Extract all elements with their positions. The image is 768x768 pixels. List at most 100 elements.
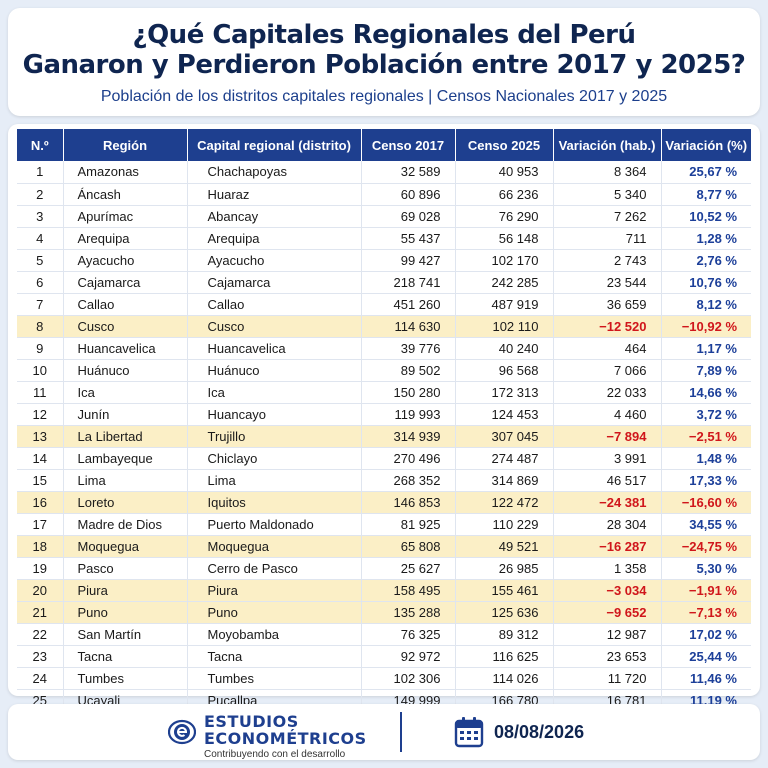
- variation-hab-cell: 23 653: [553, 645, 662, 668]
- row-number: 13: [17, 425, 64, 448]
- row-number: 4: [17, 227, 64, 250]
- region-cell: Huánuco: [63, 359, 188, 382]
- variation-pct-cell: 10,52 %: [661, 205, 751, 228]
- variation-pct-cell: −2,51 %: [661, 425, 751, 448]
- column-header-number: N.º: [17, 129, 64, 161]
- census-2017-cell: 146 853: [361, 491, 456, 514]
- capital-cell: Trujillo: [187, 425, 362, 448]
- row-number: 2: [17, 183, 64, 206]
- table-row: 10 Huánuco Huánuco 89 502 96 568 7 066 7,89 %: [17, 359, 751, 382]
- census-2025-cell: 110 229: [455, 513, 554, 536]
- calendar-icon: [454, 717, 484, 748]
- census-2017-cell: 102 306: [361, 667, 456, 690]
- row-number: 5: [17, 249, 64, 272]
- variation-hab-cell: 23 544: [553, 271, 662, 294]
- variation-pct-cell: 1,48 %: [661, 447, 751, 470]
- census-2025-cell: 314 869: [455, 469, 554, 492]
- variation-pct-cell: 34,55 %: [661, 513, 751, 536]
- variation-hab-cell: −12 520: [553, 315, 662, 338]
- census-2025-cell: 40 953: [455, 161, 554, 184]
- census-2017-cell: 92 972: [361, 645, 456, 668]
- capital-cell: Huánuco: [187, 359, 362, 382]
- census-2017-cell: 55 437: [361, 227, 456, 250]
- census-2025-cell: 274 487: [455, 447, 554, 470]
- variation-hab-cell: 36 659: [553, 293, 662, 316]
- variation-hab-cell: −24 381: [553, 491, 662, 514]
- row-number: 12: [17, 403, 64, 426]
- region-cell: San Martín: [63, 623, 188, 646]
- table-row: 23 Tacna Tacna 92 972 116 625 23 653 25,44 %: [17, 645, 751, 668]
- region-cell: Callao: [63, 293, 188, 316]
- census-2025-cell: 56 148: [455, 227, 554, 250]
- variation-hab-cell: 22 033: [553, 381, 662, 404]
- date: 08/08/2026: [494, 722, 585, 742]
- header-card: ¿Qué Capitales Regionales del Perú Ganar…: [8, 8, 760, 116]
- variation-pct-cell: 5,30 %: [661, 557, 751, 580]
- variation-hab-cell: −7 894: [553, 425, 662, 448]
- subtitle: Población de los distritos capitales reg…: [100, 88, 668, 105]
- variation-pct-cell: 17,33 %: [661, 469, 751, 492]
- census-2017-cell: 60 896: [361, 183, 456, 206]
- capital-cell: Cusco: [187, 315, 362, 338]
- census-2025-cell: 40 240: [455, 337, 554, 360]
- variation-hab-cell: −16 287: [553, 535, 662, 558]
- row-number: 17: [17, 513, 64, 536]
- brand: ESTUDIOS ECONOMÉTRICOS Contribuyendo con…: [204, 713, 367, 761]
- census-2017-cell: 218 741: [361, 271, 456, 294]
- variation-pct-cell: 17,02 %: [661, 623, 751, 646]
- region-cell: Ayacucho: [63, 249, 188, 272]
- region-cell: Pasco: [63, 557, 188, 580]
- region-cell: Lima: [63, 469, 188, 492]
- footer-card: ESTUDIOS ECONOMÉTRICOS Contribuyendo con…: [8, 704, 760, 760]
- table-header-row: N.º Región Capital regional (distrito) C…: [17, 129, 751, 161]
- capital-cell: Puno: [187, 601, 362, 624]
- variation-pct-cell: 14,66 %: [661, 381, 751, 404]
- column-header-variation-pct: Variación (%): [661, 129, 751, 161]
- census-2017-cell: 451 260: [361, 293, 456, 316]
- variation-pct-cell: 2,76 %: [661, 249, 751, 272]
- column-header-census-2025: Censo 2025: [455, 129, 554, 161]
- census-2025-cell: 125 636: [455, 601, 554, 624]
- census-2025-cell: 124 453: [455, 403, 554, 426]
- table-row: 19 Pasco Cerro de Pasco 25 627 26 985 1 358 5,…: [17, 557, 751, 580]
- capital-cell: Ayacucho: [187, 249, 362, 272]
- census-2025-cell: 102 110: [455, 315, 554, 338]
- variation-hab-cell: 3 991: [553, 447, 662, 470]
- region-cell: Piura: [63, 579, 188, 602]
- variation-hab-cell: 464: [553, 337, 662, 360]
- table-row: 14 Lambayeque Chiclayo 270 496 274 487 3 991 1…: [17, 447, 751, 470]
- brand-name-line-1: ESTUDIOS: [204, 712, 299, 731]
- row-number: 14: [17, 447, 64, 470]
- census-2017-cell: 81 925: [361, 513, 456, 536]
- variation-pct-cell: 3,72 %: [661, 403, 751, 426]
- census-2025-cell: 116 625: [455, 645, 554, 668]
- census-2017-cell: 158 495: [361, 579, 456, 602]
- census-2025-cell: 155 461: [455, 579, 554, 602]
- variation-pct-cell: 8,77 %: [661, 183, 751, 206]
- region-cell: Apurímac: [63, 205, 188, 228]
- row-number: 23: [17, 645, 64, 668]
- census-2017-cell: 89 502: [361, 359, 456, 382]
- census-2025-cell: 96 568: [455, 359, 554, 382]
- region-cell: La Libertad: [63, 425, 188, 448]
- variation-pct-cell: −7,13 %: [661, 601, 751, 624]
- region-cell: Moquegua: [63, 535, 188, 558]
- table-row: 5 Ayacucho Ayacucho 99 427 102 170 2 743 2,76 …: [17, 249, 751, 272]
- table-row: 8 Cusco Cusco 114 630 102 110 −12 520 −10,92 %: [17, 315, 751, 338]
- census-2017-cell: 65 808: [361, 535, 456, 558]
- table-row: 18 Moquegua Moquegua 65 808 49 521 −16 287 −24…: [17, 535, 751, 558]
- region-cell: Ica: [63, 381, 188, 404]
- census-2017-cell: 76 325: [361, 623, 456, 646]
- variation-pct-cell: −1,91 %: [661, 579, 751, 602]
- row-number: 20: [17, 579, 64, 602]
- brand-name-line-2: ECONOMÉTRICOS: [204, 729, 367, 748]
- population-table: N.º Región Capital regional (distrito) C…: [17, 129, 751, 712]
- table-row: 24 Tumbes Tumbes 102 306 114 026 11 720 11,46 …: [17, 667, 751, 690]
- brand-tagline: Contribuyendo con el desarrollo: [204, 749, 346, 760]
- row-number: 21: [17, 601, 64, 624]
- capital-cell: Cajamarca: [187, 271, 362, 294]
- capital-cell: Piura: [187, 579, 362, 602]
- variation-pct-cell: 1,28 %: [661, 227, 751, 250]
- capital-cell: Tumbes: [187, 667, 362, 690]
- region-cell: Tacna: [63, 645, 188, 668]
